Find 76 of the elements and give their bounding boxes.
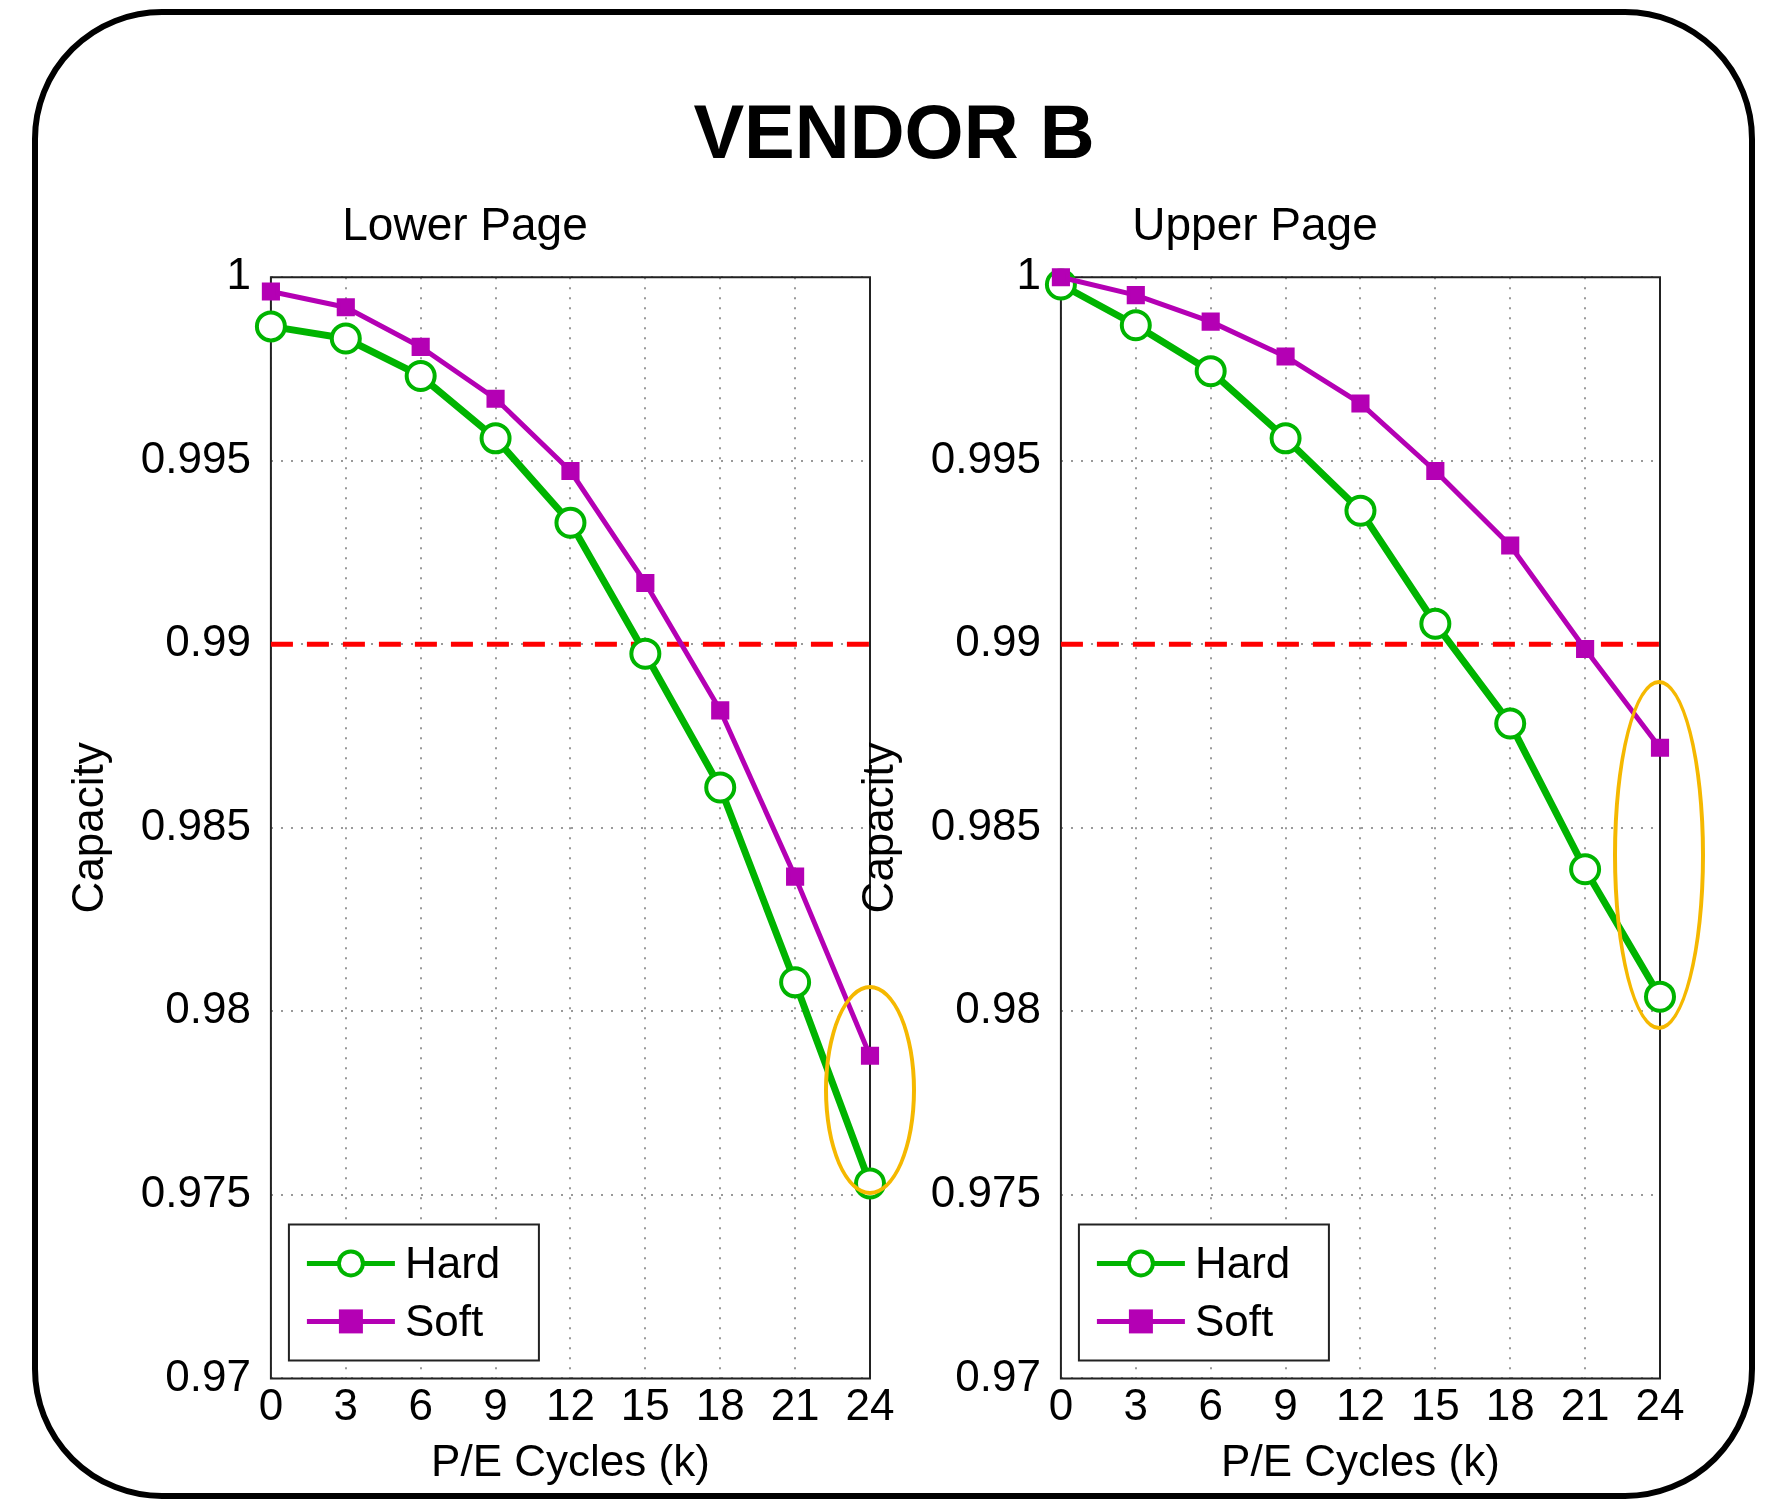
y-tick-label: 0.995 — [930, 432, 1041, 482]
legend-label: Soft — [404, 1295, 484, 1345]
point — [1650, 738, 1670, 757]
x-tick-label: 15 — [620, 1379, 670, 1429]
point — [479, 422, 512, 455]
point — [1126, 286, 1145, 305]
y-tick-label: 1 — [1016, 249, 1041, 299]
y-tick-label: 0.98 — [165, 983, 251, 1033]
point — [486, 389, 505, 408]
x-tick-label: 21 — [770, 1379, 820, 1429]
point — [629, 637, 662, 670]
point — [404, 359, 437, 392]
y-tick-label: 0.97 — [165, 1350, 251, 1400]
x-tick-label: 21 — [1560, 1379, 1610, 1429]
y-tick-label: 0.97 — [955, 1350, 1041, 1400]
x-tick-label: 24 — [845, 1379, 895, 1429]
y-tick-label: 0.99 — [165, 616, 251, 666]
x-tick-label: 12 — [1335, 1379, 1385, 1429]
point — [1194, 355, 1227, 388]
chart-title: Lower Page — [342, 198, 588, 251]
legend-label: Hard — [404, 1237, 501, 1287]
legend-label: Soft — [1194, 1295, 1274, 1345]
point — [1419, 607, 1452, 640]
x-tick-label: 24 — [1635, 1379, 1685, 1429]
point — [1276, 347, 1295, 366]
x-tick-label: 15 — [1410, 1379, 1460, 1429]
y-tick-label: 1 — [226, 249, 251, 299]
y-tick-label: 0.98 — [955, 983, 1041, 1033]
y-tick-label: 0.985 — [930, 799, 1041, 849]
point — [779, 966, 812, 999]
point — [1119, 309, 1152, 342]
point — [554, 506, 587, 539]
point — [1201, 312, 1220, 331]
y-tick-label: 0.975 — [140, 1167, 251, 1217]
point — [636, 573, 655, 593]
legend-label: Hard — [1194, 1237, 1291, 1287]
point — [561, 461, 580, 481]
y-axis-title: Capacity — [62, 742, 112, 914]
x-tick-label: 3 — [1123, 1379, 1149, 1429]
point — [860, 1046, 880, 1065]
x-axis-title: P/E Cycles (k) — [1221, 1435, 1500, 1485]
point — [336, 298, 355, 317]
x-tick-label: 6 — [1198, 1379, 1223, 1429]
chart-title: Upper Page — [1132, 198, 1378, 251]
point — [1576, 639, 1595, 659]
x-tick-label: 0 — [1048, 1379, 1074, 1429]
x-axis-title: P/E Cycles (k) — [431, 1435, 710, 1485]
point — [411, 337, 430, 357]
point — [1494, 707, 1527, 740]
text: VENDOR B — [692, 88, 1096, 175]
x-tick-label: 3 — [333, 1379, 359, 1429]
x-tick-label: 9 — [1273, 1379, 1298, 1429]
point — [1569, 853, 1602, 886]
y-axis-title: Capacity — [852, 742, 902, 914]
x-tick-label: 9 — [483, 1379, 508, 1429]
point — [786, 867, 805, 886]
point — [254, 310, 287, 343]
point — [329, 322, 362, 355]
x-tick-label: 6 — [408, 1379, 433, 1429]
point — [1644, 980, 1676, 1013]
point — [1426, 461, 1445, 481]
point — [1344, 494, 1377, 527]
y-tick-label: 0.99 — [955, 616, 1041, 666]
point — [1501, 536, 1520, 555]
x-tick-label: 18 — [1485, 1379, 1535, 1429]
y-tick-label: 0.995 — [140, 432, 251, 482]
point — [1269, 422, 1302, 455]
y-tick-label: 0.985 — [140, 799, 251, 849]
x-tick-label: 12 — [545, 1379, 595, 1429]
y-tick-label: 0.975 — [930, 1167, 1041, 1217]
point — [704, 771, 737, 804]
point — [1351, 394, 1370, 413]
x-tick-label: 18 — [695, 1379, 745, 1429]
point — [261, 282, 280, 301]
point — [711, 701, 730, 720]
x-tick-label: 0 — [258, 1379, 284, 1429]
